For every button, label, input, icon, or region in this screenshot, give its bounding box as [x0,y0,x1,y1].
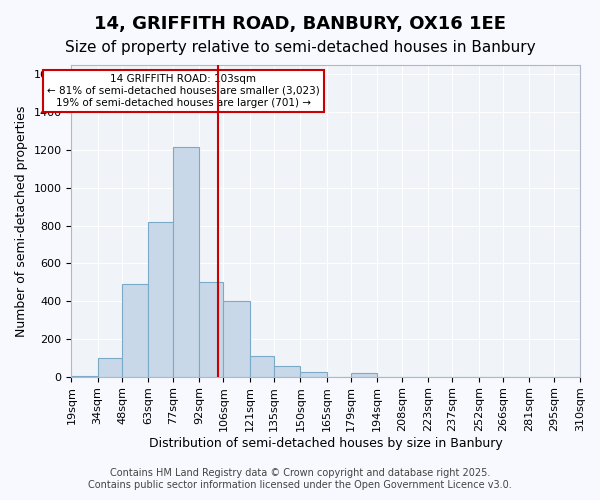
Bar [223,301,250,376]
Bar [199,282,223,376]
Bar [274,366,301,376]
Bar [148,222,173,376]
Text: Size of property relative to semi-detached houses in Banbury: Size of property relative to semi-detach… [65,40,535,55]
Text: 14, GRIFFITH ROAD, BANBURY, OX16 1EE: 14, GRIFFITH ROAD, BANBURY, OX16 1EE [94,15,506,33]
Text: 14 GRIFFITH ROAD: 103sqm
← 81% of semi-detached houses are smaller (3,023)
19% o: 14 GRIFFITH ROAD: 103sqm ← 81% of semi-d… [47,74,320,108]
Bar [122,284,148,376]
X-axis label: Distribution of semi-detached houses by size in Banbury: Distribution of semi-detached houses by … [149,437,503,450]
Y-axis label: Number of semi-detached properties: Number of semi-detached properties [15,105,28,336]
Bar [351,373,377,376]
Text: Contains HM Land Registry data © Crown copyright and database right 2025.
Contai: Contains HM Land Registry data © Crown c… [88,468,512,490]
Bar [250,356,274,376]
Bar [301,372,326,376]
Bar [98,358,122,376]
Bar [173,147,199,376]
